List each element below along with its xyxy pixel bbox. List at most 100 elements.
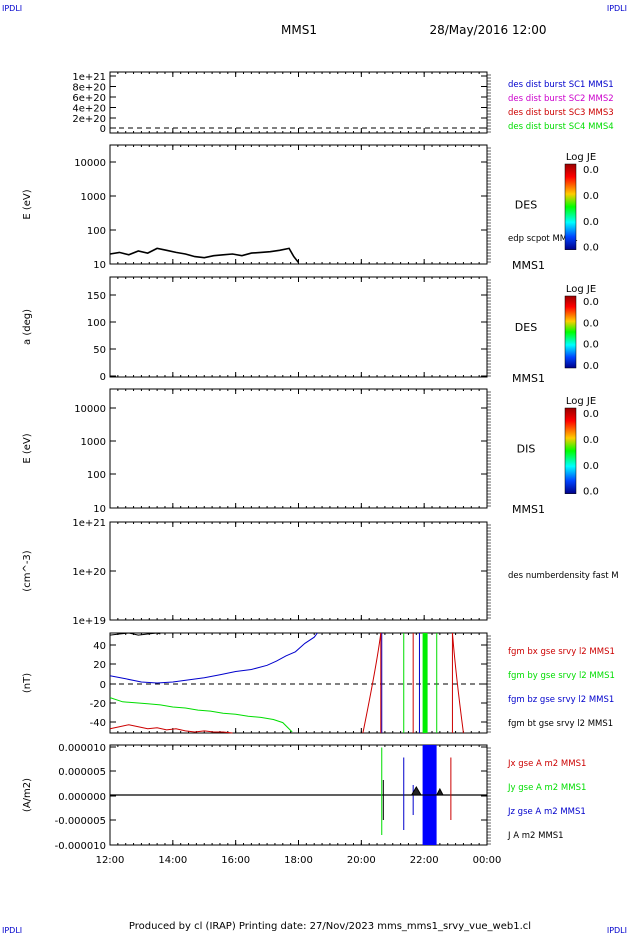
legend-entry: Jz gse A m2 MMS1 <box>507 807 586 817</box>
y-tick-label: 100 <box>87 470 106 481</box>
datetime-title: 28/May/2016 12:00 <box>429 23 546 37</box>
colorbar-tick-label: 0.0 <box>583 297 599 308</box>
y-axis-label: E (eV) <box>22 189 33 219</box>
colorbar-tick-label: 0.0 <box>583 191 599 202</box>
spacecraft-label: MMS1 <box>512 503 545 516</box>
series-line <box>109 697 293 733</box>
legend-entry: des dist burst SC4 MMS4 <box>508 122 614 132</box>
colorbar-tick-label: 0.0 <box>583 461 599 472</box>
y-tick-label: 0 <box>100 680 106 691</box>
colorbar <box>564 407 577 494</box>
y-tick-label: -0.000005 <box>55 816 106 827</box>
panel-label: DIS <box>517 443 536 456</box>
y-tick-label: 4e+20 <box>72 104 106 115</box>
spacecraft-title: MMS1 <box>281 23 317 37</box>
series-curve <box>451 632 464 734</box>
colorbar-tick-label: 0.0 <box>583 435 599 446</box>
y-tick-label: 1000 <box>81 437 106 448</box>
y-tick-label: 0.000000 <box>58 792 106 803</box>
spacecraft-label: MMS1 <box>512 372 545 385</box>
y-tick-label: 10 <box>93 260 106 271</box>
y-axis-label: a (deg) <box>22 309 33 345</box>
y-tick-label: 1e+21 <box>72 72 106 83</box>
colorbar-tick-label: 0.0 <box>583 340 599 351</box>
panel-frame <box>109 144 488 265</box>
y-tick-label: 0 <box>100 124 106 135</box>
y-tick-label: 6e+20 <box>72 93 106 104</box>
legend-entry: J A m2 MMS1 <box>507 831 564 841</box>
y-tick-label: 0 <box>100 372 106 383</box>
legend-entry: Jx gse A m2 MMS1 <box>507 759 586 769</box>
legend-entry: fgm bz gse srvy l2 MMS1 <box>508 695 614 705</box>
y-tick-label: 1e+20 <box>72 567 106 578</box>
legend-entry: fgm bx gse srvy l2 MMS1 <box>508 647 615 657</box>
corner-label-top-right: IPDLI <box>607 4 627 13</box>
legend-entry: des dist burst SC2 MMS2 <box>508 94 614 104</box>
panel-frame <box>109 521 488 621</box>
colorbar-title: Log JE <box>566 396 596 407</box>
legend-entry: fgm bt gse srvy l2 MMS1 <box>508 719 613 729</box>
panel-des_pitch: 150 100 50 0 a (deg) DES MMS1 Log JE 0.0 0.0 0.0 0.… <box>22 276 599 385</box>
time-tick-label: 14:00 <box>158 855 187 866</box>
panel-current: 0.000010 0.000005 0.000000 -0.000005 -0.0000… <box>22 743 586 852</box>
y-tick-label: 10000 <box>74 158 106 169</box>
y-tick-label: 1e+19 <box>72 616 106 627</box>
spacecraft-label: MMS1 <box>512 259 545 272</box>
colorbar-title: Log JE <box>566 284 596 295</box>
y-tick-label: 0.000010 <box>58 743 106 754</box>
series-line <box>109 247 300 263</box>
panel-dis_energy: 10000 1000 100 10 E (eV) DIS MMS1 Log JE 0.0 0.0 0… <box>22 388 599 516</box>
y-tick-label: 0.000005 <box>58 767 106 778</box>
colorbar-tick-label: 0.0 <box>583 165 599 176</box>
series-line <box>109 632 318 684</box>
colorbar-tick-label: 0.0 <box>583 243 599 254</box>
panel-frame <box>109 632 488 734</box>
legend-entry: fgm by gse srvy l2 MMS1 <box>508 671 615 681</box>
legend-entry: Jy gse A m2 MMS1 <box>507 783 586 793</box>
colorbar-tick-label: 0.0 <box>583 217 599 228</box>
series-envelope <box>410 786 444 796</box>
time-tick-label: 18:00 <box>284 855 313 866</box>
y-tick-label: 1e+21 <box>72 518 106 529</box>
y-tick-label: 40 <box>93 641 106 652</box>
legend-entry: des dist burst SC1 MMS1 <box>508 80 614 90</box>
y-axis-label: (cm^-3) <box>22 550 33 591</box>
y-tick-label: 1000 <box>81 192 106 203</box>
y-tick-label: -0.000010 <box>55 841 106 852</box>
time-tick-label: 20:00 <box>347 855 376 866</box>
y-tick-label: 10 <box>93 504 106 515</box>
colorbar-tick-label: 0.0 <box>583 487 599 498</box>
time-tick-label: 16:00 <box>221 855 250 866</box>
y-tick-label: 100 <box>87 318 106 329</box>
y-tick-label: 10000 <box>74 404 106 415</box>
series-line <box>109 724 233 734</box>
y-tick-label: -20 <box>90 699 106 710</box>
footer-credit: Produced by cl (IRAP) Printing date: 27/… <box>129 921 531 932</box>
panel-label: DES <box>515 199 537 212</box>
time-tick-label: 00:00 <box>473 855 502 866</box>
panel-fgm: 40 20 0 -20 -40 (nT) fgm bx gse srvy l2 MMS1 fg… <box>22 632 615 734</box>
y-axis-label: E (eV) <box>22 433 33 463</box>
y-axis-label: (nT) <box>22 673 33 693</box>
series-line <box>109 632 161 636</box>
series-curve <box>362 632 382 734</box>
y-tick-label: 50 <box>93 345 106 356</box>
panel-density: 1e+21 1e+20 1e+19 (cm^-3) des numberdensity … <box>22 518 619 627</box>
colorbar-title: Log JE <box>566 152 596 163</box>
legend-entry: des dist burst SC3 MMS3 <box>508 108 614 118</box>
y-tick-label: 8e+20 <box>72 83 106 94</box>
y-tick-label: 2e+20 <box>72 114 106 125</box>
panel-frame <box>109 276 488 378</box>
time-tick-label: 12:00 <box>96 855 125 866</box>
colorbar <box>564 163 577 250</box>
colorbar-tick-label: 0.0 <box>583 361 599 372</box>
y-tick-label: 100 <box>87 226 106 237</box>
colorbar <box>564 295 577 369</box>
series-burst-block <box>422 633 428 733</box>
y-tick-label: -40 <box>90 718 106 729</box>
panel-label: DES <box>515 321 537 334</box>
scpot-label: edp scpot MMS1 <box>508 234 578 244</box>
corner-label-bottom-right: IPDLI <box>607 926 627 934</box>
